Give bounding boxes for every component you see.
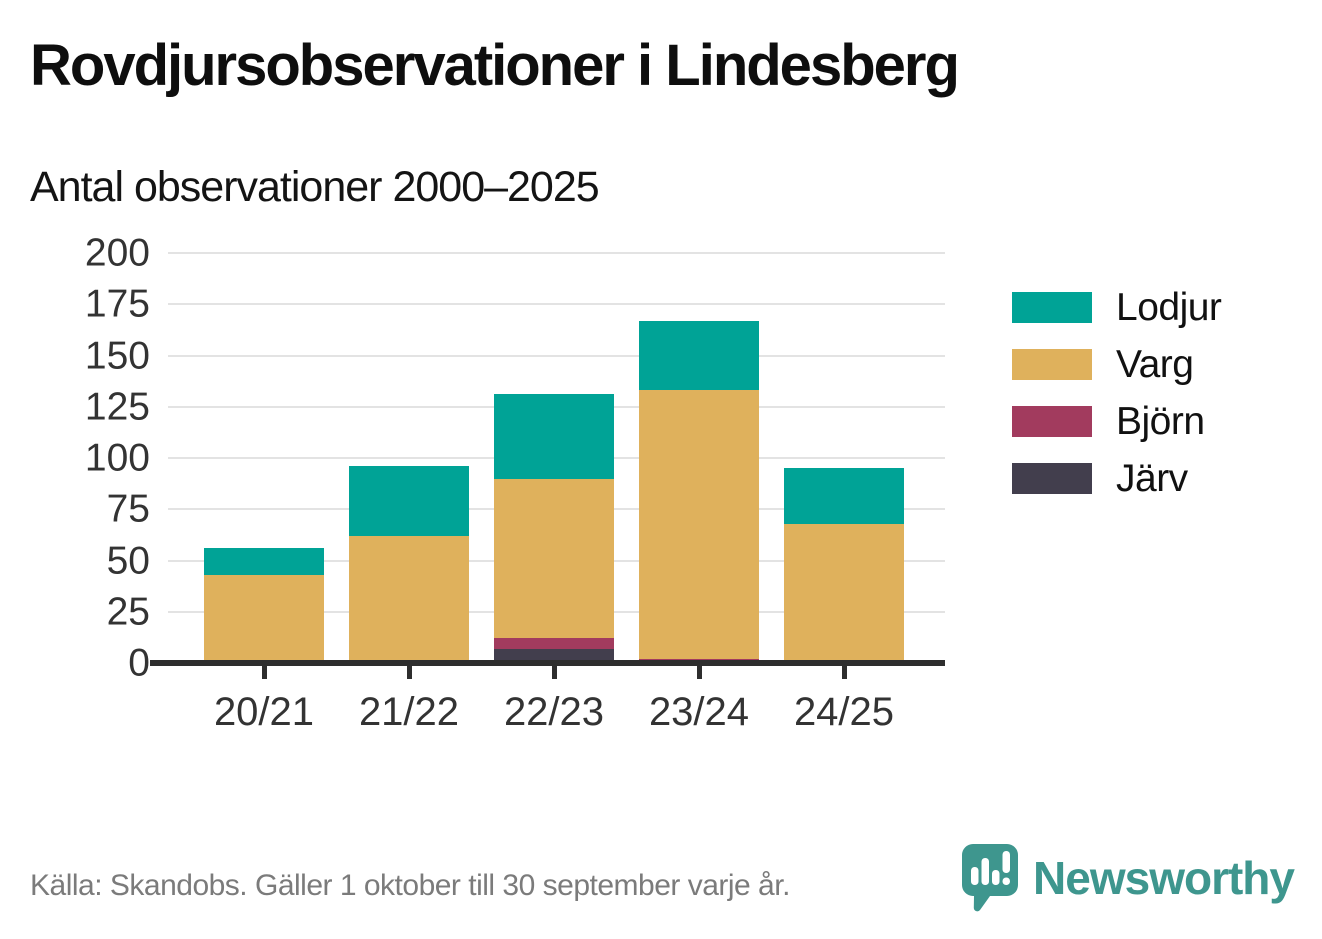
y-tick-label: 175 bbox=[84, 282, 150, 326]
x-axis-tick bbox=[262, 666, 267, 679]
y-tick-label: 125 bbox=[84, 385, 150, 429]
y-tick-label: 0 bbox=[128, 641, 150, 685]
x-tick-label: 24/25 bbox=[793, 690, 895, 734]
legend-swatch-varg bbox=[1012, 349, 1092, 380]
legend-label: Björn bbox=[1116, 399, 1205, 443]
y-tick-label: 150 bbox=[84, 334, 150, 377]
legend-item-järv: Järv bbox=[1012, 457, 1221, 500]
brand-name: Newsworthy bbox=[1033, 852, 1295, 904]
source-note: Källa: Skandobs. Gäller 1 oktober till 3… bbox=[30, 869, 790, 902]
newsworthy-logo-icon bbox=[962, 844, 1019, 912]
bar-segment-lodjur bbox=[494, 394, 614, 479]
bar-segment-lodjur bbox=[639, 320, 759, 391]
gridline-150 bbox=[168, 354, 945, 357]
bar-segment-lodjur bbox=[204, 548, 324, 575]
x-axis-tick bbox=[697, 666, 702, 679]
x-tick-label: 21/22 bbox=[358, 690, 460, 734]
y-tick-label: 100 bbox=[84, 436, 150, 480]
gridline-175 bbox=[168, 303, 945, 306]
legend-label: Varg bbox=[1116, 342, 1194, 386]
legend-label: Lodjur bbox=[1116, 285, 1222, 329]
x-axis-baseline bbox=[150, 660, 945, 666]
bar-segment-varg bbox=[639, 390, 759, 659]
y-tick-label: 200 bbox=[84, 231, 150, 275]
bar-21/22 bbox=[349, 253, 469, 663]
y-tick-label: 75 bbox=[106, 487, 150, 531]
bar-22/23 bbox=[494, 253, 614, 663]
legend-swatch-björn bbox=[1012, 406, 1092, 437]
bar-segment-varg bbox=[784, 523, 904, 663]
y-tick-label: 50 bbox=[106, 539, 150, 582]
legend-swatch-järv bbox=[1012, 463, 1092, 494]
x-tick-label: 23/24 bbox=[648, 690, 750, 734]
bar-segment-lodjur bbox=[784, 468, 904, 524]
x-tick-label: 22/23 bbox=[503, 690, 605, 734]
x-axis-tick bbox=[407, 666, 412, 679]
legend-item-björn: Björn bbox=[1012, 400, 1221, 443]
gridline-200 bbox=[168, 252, 945, 254]
bar-23/24 bbox=[639, 253, 759, 663]
bar-segment-järv bbox=[494, 648, 614, 663]
legend-label: Järv bbox=[1116, 456, 1188, 500]
bar-segment-varg bbox=[494, 478, 614, 639]
bar-segment-lodjur bbox=[349, 466, 469, 536]
x-tick-label: 20/21 bbox=[213, 690, 315, 734]
x-axis-tick bbox=[552, 666, 557, 679]
bar-segment-varg bbox=[349, 535, 469, 663]
plot-area: 20/21 21/22 22/23 23/24 24/25 bbox=[150, 252, 945, 734]
x-axis-tick bbox=[842, 666, 847, 679]
y-tick-label: 25 bbox=[106, 590, 150, 634]
legend-swatch-lodjur bbox=[1012, 292, 1092, 323]
legend-item-lodjur: Lodjur bbox=[1012, 286, 1222, 329]
bar-24/25 bbox=[784, 253, 904, 663]
chart-subtitle: Antal observationer 2000–2025 bbox=[30, 163, 600, 211]
legend: Lodjur Varg Björn Järv bbox=[1012, 286, 1222, 520]
y-axis: 0 25 50 75 100 125 150 175 200 bbox=[30, 234, 150, 683]
bar-segment-varg bbox=[204, 574, 324, 661]
bar-segment-björn bbox=[494, 638, 614, 649]
brand-lockup: Newsworthy bbox=[961, 843, 1295, 913]
bar-20/21 bbox=[204, 253, 324, 663]
legend-item-varg: Varg bbox=[1012, 343, 1221, 386]
chart-title: Rovdjursobservationer i Lindesberg bbox=[30, 33, 960, 98]
